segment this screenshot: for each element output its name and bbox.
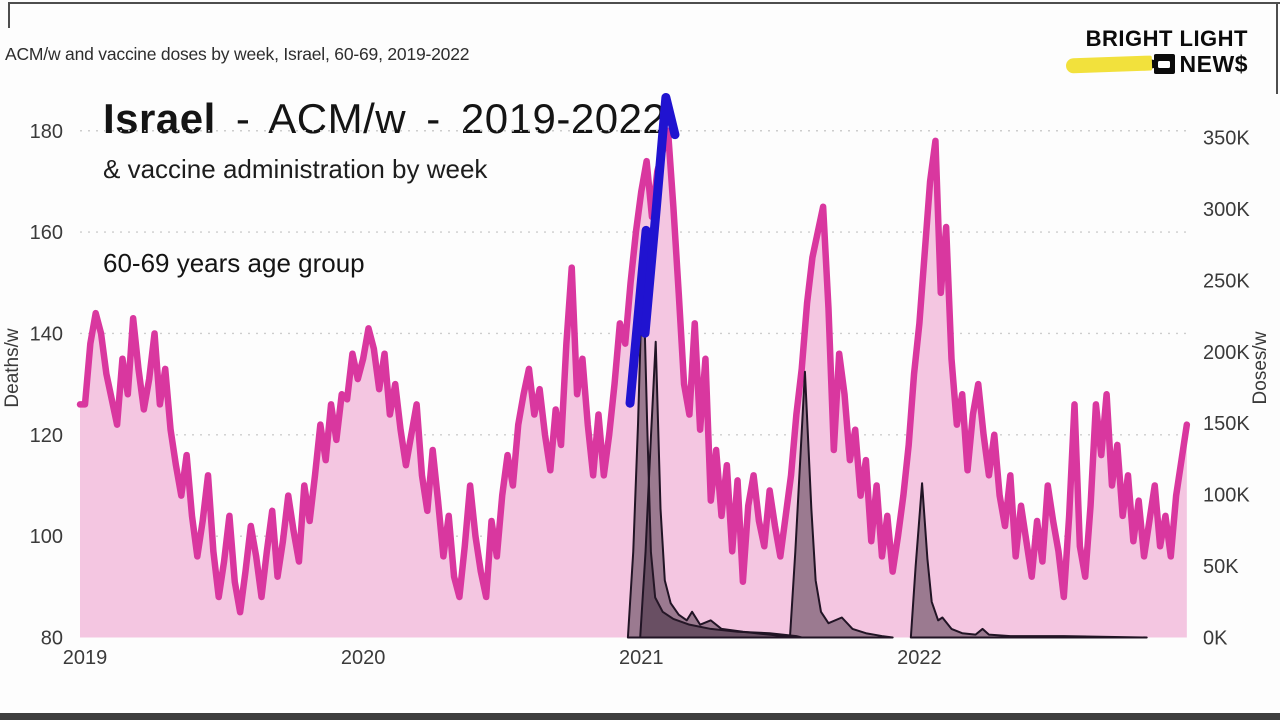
logo-text-line1: BRIGHT LIGHT	[1085, 26, 1248, 51]
y-right-tick-label: 0K	[1203, 628, 1228, 650]
y-left-axis-title: Deaths/w	[2, 328, 23, 407]
chart-title: Israel - ACM/w - 2019-2022	[103, 95, 667, 142]
logo-text-line2: NEW$	[1065, 50, 1248, 77]
deaths-line	[76, 127, 1191, 616]
chart-caption: ACM/w and vaccine doses by week, Israel,…	[5, 44, 470, 64]
top-border-line	[8, 2, 1280, 4]
vaccine-doses-area	[788, 370, 894, 639]
x-axis-tick-label: 2021	[619, 647, 664, 669]
y-right-tick-label: 200K	[1203, 342, 1250, 364]
y-right-tick-label: 300K	[1203, 199, 1250, 221]
x-axis-tick-label: 2020	[341, 647, 386, 669]
chart-title-block: Israel - ACM/w - 2019-2022 & vaccine adm…	[103, 95, 667, 185]
y-right-tick-label: 350K	[1203, 128, 1250, 150]
x-axis-tick-label: 2019	[63, 647, 108, 669]
y-right-tick-label: 250K	[1203, 270, 1250, 292]
chart-title-rest: - ACM/w - 2019-2022	[215, 95, 667, 142]
y-left-tick-label: 180	[30, 121, 63, 143]
y-left-tick-label: 100	[30, 526, 63, 548]
y-left-tick-label: 80	[41, 628, 63, 650]
top-border-right	[1276, 2, 1278, 94]
dose-rollout-line	[625, 225, 651, 408]
logo-news-label: NEW$	[1179, 50, 1248, 77]
bottom-letterbox-bar	[0, 713, 1280, 720]
y-left-tick-label: 120	[30, 425, 63, 447]
y-right-tick-label: 50K	[1203, 556, 1239, 578]
flashlight-beam-graphic	[1065, 55, 1152, 73]
y-right-tick-label: 100K	[1203, 485, 1250, 507]
y-left-tick-label: 140	[30, 323, 63, 345]
vaccine-doses-area	[626, 255, 803, 639]
chart-title-country: Israel	[103, 95, 216, 142]
vaccine-doses-area	[639, 340, 795, 639]
y-right-tick-label: 150K	[1203, 413, 1250, 435]
x-axis-tick-label: 2022	[897, 647, 942, 669]
chart-subtitle: & vaccine administration by week	[103, 154, 488, 185]
y-right-axis-title: Doses/w	[1250, 331, 1271, 404]
vaccine-doses-area	[909, 482, 1148, 639]
y-left-tick-label: 160	[30, 222, 63, 244]
flashlight-icon	[1144, 54, 1175, 74]
top-border-corner	[8, 2, 10, 28]
age-group-label: 60-69 years age group	[103, 248, 365, 278]
deaths-area	[80, 130, 1187, 638]
brightlight-news-logo: BRIGHT LIGHT NEW$	[1065, 26, 1248, 77]
